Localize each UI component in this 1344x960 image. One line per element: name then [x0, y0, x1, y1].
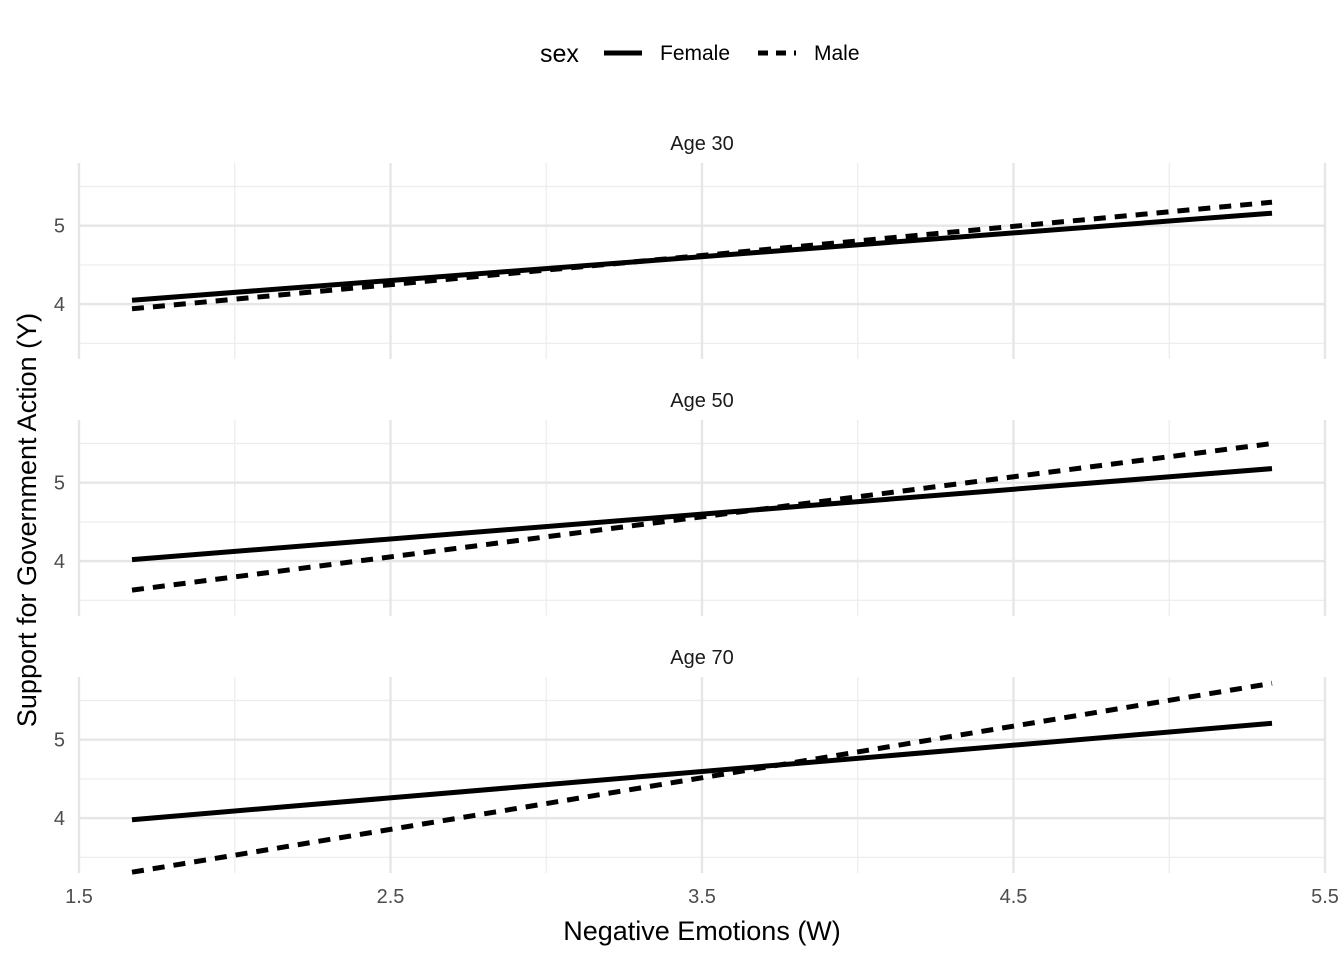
- x-tick-label: 5.5: [1311, 886, 1339, 908]
- legend: sex Female Male: [540, 40, 860, 68]
- y-tick-label: 5: [54, 730, 65, 752]
- panel-strip-label: Age 50: [670, 390, 733, 412]
- x-tick-label: 4.5: [1000, 886, 1028, 908]
- legend-label-female: Female: [660, 42, 730, 65]
- x-axis-title: Negative Emotions (W): [563, 916, 841, 946]
- y-axis-title: Support for Government Action (Y): [12, 313, 42, 727]
- panels: Age 30 4 5 Age 50 4 5 Age 70 4 5: [54, 133, 1327, 875]
- panel-strip-label: Age 30: [670, 133, 733, 155]
- series-line-female: [131, 720, 1273, 823]
- x-tick-label: 3.5: [688, 886, 716, 908]
- x-tick-label: 1.5: [65, 886, 93, 908]
- panel-2: Age 50 4 5: [54, 390, 1327, 616]
- series-line-male: [131, 680, 1273, 875]
- legend-title: sex: [540, 40, 579, 68]
- series-line-male: [131, 441, 1273, 593]
- legend-label-male: Male: [814, 42, 860, 65]
- y-tick-label: 5: [54, 216, 65, 238]
- y-tick-label: 5: [54, 473, 65, 495]
- y-tick-label: 4: [54, 808, 65, 830]
- series-line-male: [131, 199, 1273, 312]
- y-tick-label: 4: [54, 294, 65, 316]
- panel-strip-label: Age 70: [670, 647, 733, 669]
- x-axis-ticks: 1.5 2.5 3.5 4.5 5.5: [65, 886, 1339, 908]
- x-tick-label: 2.5: [377, 886, 405, 908]
- panel-gridlines: [77, 420, 1327, 616]
- panel-gridlines: [77, 163, 1327, 359]
- y-tick-label: 4: [54, 551, 65, 573]
- series-line-female: [131, 466, 1273, 563]
- panel-1: Age 30 4 5: [54, 133, 1327, 359]
- panel-3: Age 70 4 5: [54, 647, 1327, 875]
